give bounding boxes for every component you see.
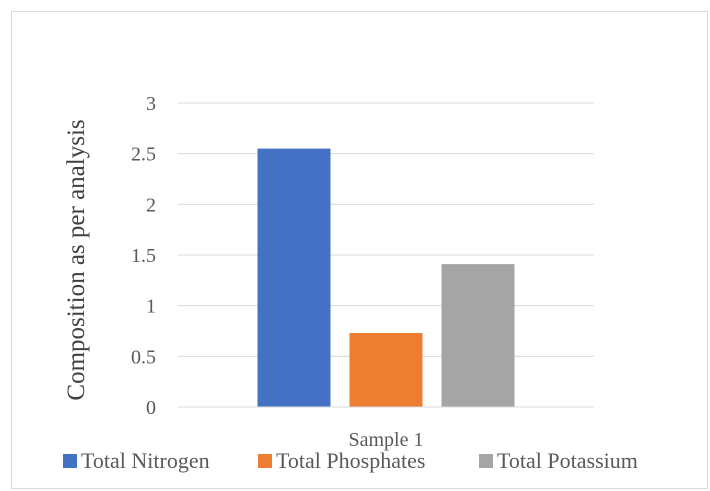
legend-swatch — [258, 454, 272, 468]
legend-label: Total Nitrogen — [81, 448, 210, 473]
y-tick-label: 2 — [146, 194, 156, 216]
y-tick-label: 1.5 — [131, 245, 156, 267]
legend-label: Total Phosphates — [276, 448, 425, 473]
legend-swatch — [479, 454, 493, 468]
y-axis-ticks: 0 0.5 1 1.5 2 2.5 3 — [131, 93, 156, 419]
y-tick-label: 1 — [146, 296, 156, 318]
bars — [257, 148, 515, 407]
y-tick-label: 0 — [146, 397, 156, 419]
legend-swatch — [63, 454, 77, 468]
gridlines — [178, 102, 594, 357]
bar-total-potassium — [441, 264, 515, 407]
legend: Total Nitrogen Total Phosphates Total Pota… — [63, 448, 638, 473]
y-tick-label: 2.5 — [131, 144, 156, 166]
y-tick-label: 3 — [146, 93, 156, 115]
chart-frame — [11, 11, 708, 489]
bar-total-phosphates — [349, 333, 423, 407]
y-axis-title: Composition as per analysis — [63, 119, 90, 400]
x-category-label: Sample 1 — [349, 429, 424, 451]
y-tick-label: 0.5 — [131, 346, 156, 368]
bar-total-nitrogen — [257, 148, 331, 407]
legend-label: Total Potassium — [497, 448, 638, 473]
